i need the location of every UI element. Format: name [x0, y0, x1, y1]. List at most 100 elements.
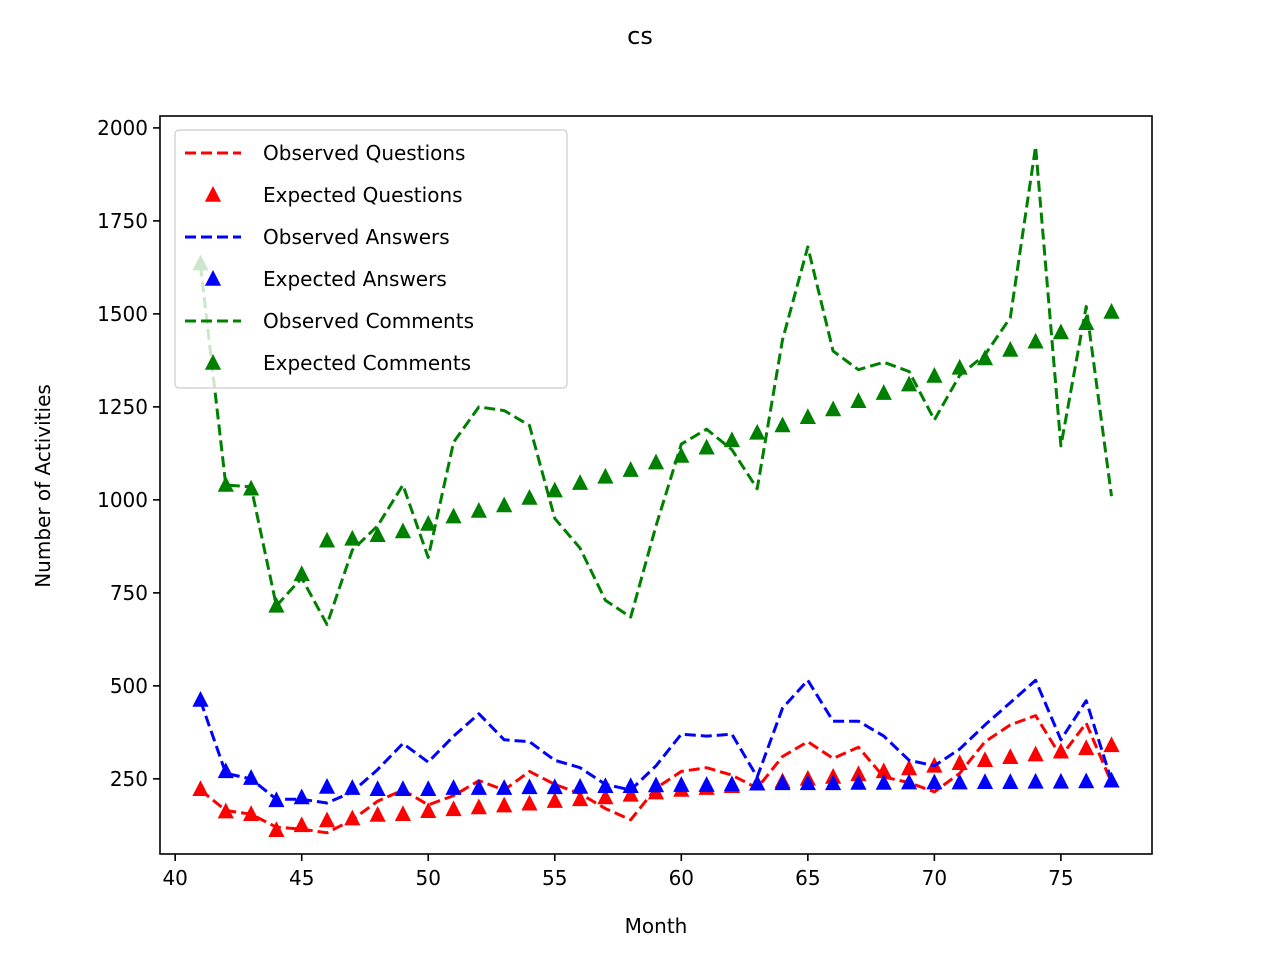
- data-point-marker: [420, 802, 437, 818]
- data-point-marker: [698, 438, 715, 455]
- data-point-marker: [293, 816, 310, 833]
- data-point-marker: [243, 479, 260, 496]
- data-point-marker: [369, 805, 386, 822]
- data-point-marker: [521, 794, 538, 811]
- data-point-marker: [243, 805, 260, 821]
- x-tick-label: 40: [162, 866, 187, 890]
- data-point-marker: [673, 776, 690, 792]
- data-point-marker: [369, 780, 386, 797]
- data-point-marker: [293, 788, 310, 805]
- data-point-marker: [926, 367, 943, 383]
- data-point-marker: [268, 791, 285, 808]
- data-point-marker: [521, 778, 538, 795]
- data-point-marker: [217, 762, 234, 779]
- data-point-marker: [470, 779, 487, 795]
- data-point-marker: [546, 792, 563, 808]
- data-point-marker: [1027, 772, 1044, 789]
- data-point-marker: [597, 777, 614, 794]
- legend-item: Observed Questions: [185, 141, 465, 165]
- data-point-marker: [571, 474, 589, 490]
- chart-title: cs: [627, 22, 653, 50]
- data-point-marker: [217, 476, 234, 492]
- data-point-marker: [774, 774, 791, 791]
- data-point-marker: [420, 780, 437, 797]
- x-tick-label: 75: [1048, 866, 1073, 890]
- data-point-marker: [1078, 772, 1095, 789]
- data-point-marker: [496, 496, 513, 513]
- data-point-marker: [976, 773, 994, 789]
- data-point-marker: [647, 453, 665, 470]
- data-point-marker: [673, 446, 690, 463]
- x-tick-label: 70: [922, 866, 947, 890]
- legend-item: Observed Answers: [185, 225, 450, 249]
- data-point-marker: [1002, 748, 1019, 765]
- legend-item: Expected Comments: [204, 351, 471, 375]
- data-point-marker: [571, 778, 589, 794]
- data-point-marker: [1002, 773, 1019, 789]
- x-tick-label: 65: [795, 866, 820, 890]
- legend-marker-swatch: [204, 186, 222, 202]
- data-point-marker: [394, 522, 412, 539]
- data-point-marker: [749, 423, 766, 440]
- axes: 40 45 50 55 60 65 70 75 250 500 750 1000 1250 1500 175…: [97, 115, 1153, 890]
- series-expected-answers: [192, 691, 1120, 808]
- x-tick-label: 45: [289, 866, 314, 890]
- y-tick-label: 2000: [97, 116, 148, 140]
- data-point-marker: [268, 821, 285, 837]
- data-point-marker: [1052, 772, 1069, 789]
- data-point-marker: [1052, 323, 1069, 340]
- data-point-marker: [749, 774, 766, 791]
- data-point-marker: [850, 392, 867, 409]
- data-point-marker: [976, 349, 994, 366]
- y-tick-label: 750: [110, 581, 148, 605]
- y-tick-label: 250: [110, 767, 148, 791]
- data-point-marker: [293, 565, 310, 582]
- x-axis-label: Month: [625, 914, 688, 938]
- plot-frame: [159, 115, 1153, 855]
- legend-box: [174, 129, 568, 389]
- data-point-marker: [900, 759, 918, 776]
- y-tick-label: 500: [110, 674, 148, 698]
- data-point-marker: [318, 811, 336, 828]
- data-point-marker: [546, 778, 563, 795]
- data-point-marker: [521, 489, 538, 505]
- data-point-marker: [217, 802, 234, 819]
- data-point-marker: [1103, 771, 1120, 788]
- legend-label: Observed Answers: [263, 225, 450, 249]
- x-tick-label: 55: [542, 866, 567, 890]
- data-point-marker: [825, 774, 842, 791]
- legend-label: Observed Comments: [263, 309, 474, 333]
- legend-item: Observed Comments: [185, 309, 474, 333]
- data-point-marker: [470, 798, 487, 815]
- data-point-marker: [1078, 314, 1095, 330]
- data-point-marker: [394, 780, 412, 797]
- data-point-marker: [445, 800, 462, 817]
- legend: Observed Questions Expected Questions Obse…: [174, 129, 568, 389]
- data-point-marker: [496, 779, 513, 795]
- data-point-marker: [445, 779, 462, 795]
- series-expected-questions: [192, 736, 1120, 837]
- data-point-marker: [369, 526, 386, 542]
- data-point-marker: [571, 790, 589, 807]
- data-point-marker: [597, 467, 614, 484]
- series-observed-comments: [199, 145, 1113, 626]
- data-point-marker: [900, 773, 918, 790]
- data-point-marker: [774, 416, 791, 433]
- y-tick-label: 1000: [97, 488, 148, 512]
- data-point-marker: [420, 515, 437, 531]
- legend-marker-swatch: [204, 354, 222, 370]
- data-point-marker: [344, 779, 361, 795]
- y-tick-label: 1500: [97, 302, 148, 326]
- legend-item: Expected Questions: [204, 183, 463, 207]
- data-point-marker: [900, 375, 918, 392]
- data-point-marker: [622, 461, 639, 477]
- data-point-marker: [926, 773, 943, 790]
- data-point-marker: [1103, 736, 1120, 753]
- data-point-marker: [647, 776, 665, 793]
- legend-marker-swatch: [204, 270, 222, 286]
- data-point-marker: [470, 502, 487, 518]
- data-point-marker: [850, 765, 867, 782]
- data-point-marker: [344, 529, 361, 546]
- series-line: [199, 145, 1113, 626]
